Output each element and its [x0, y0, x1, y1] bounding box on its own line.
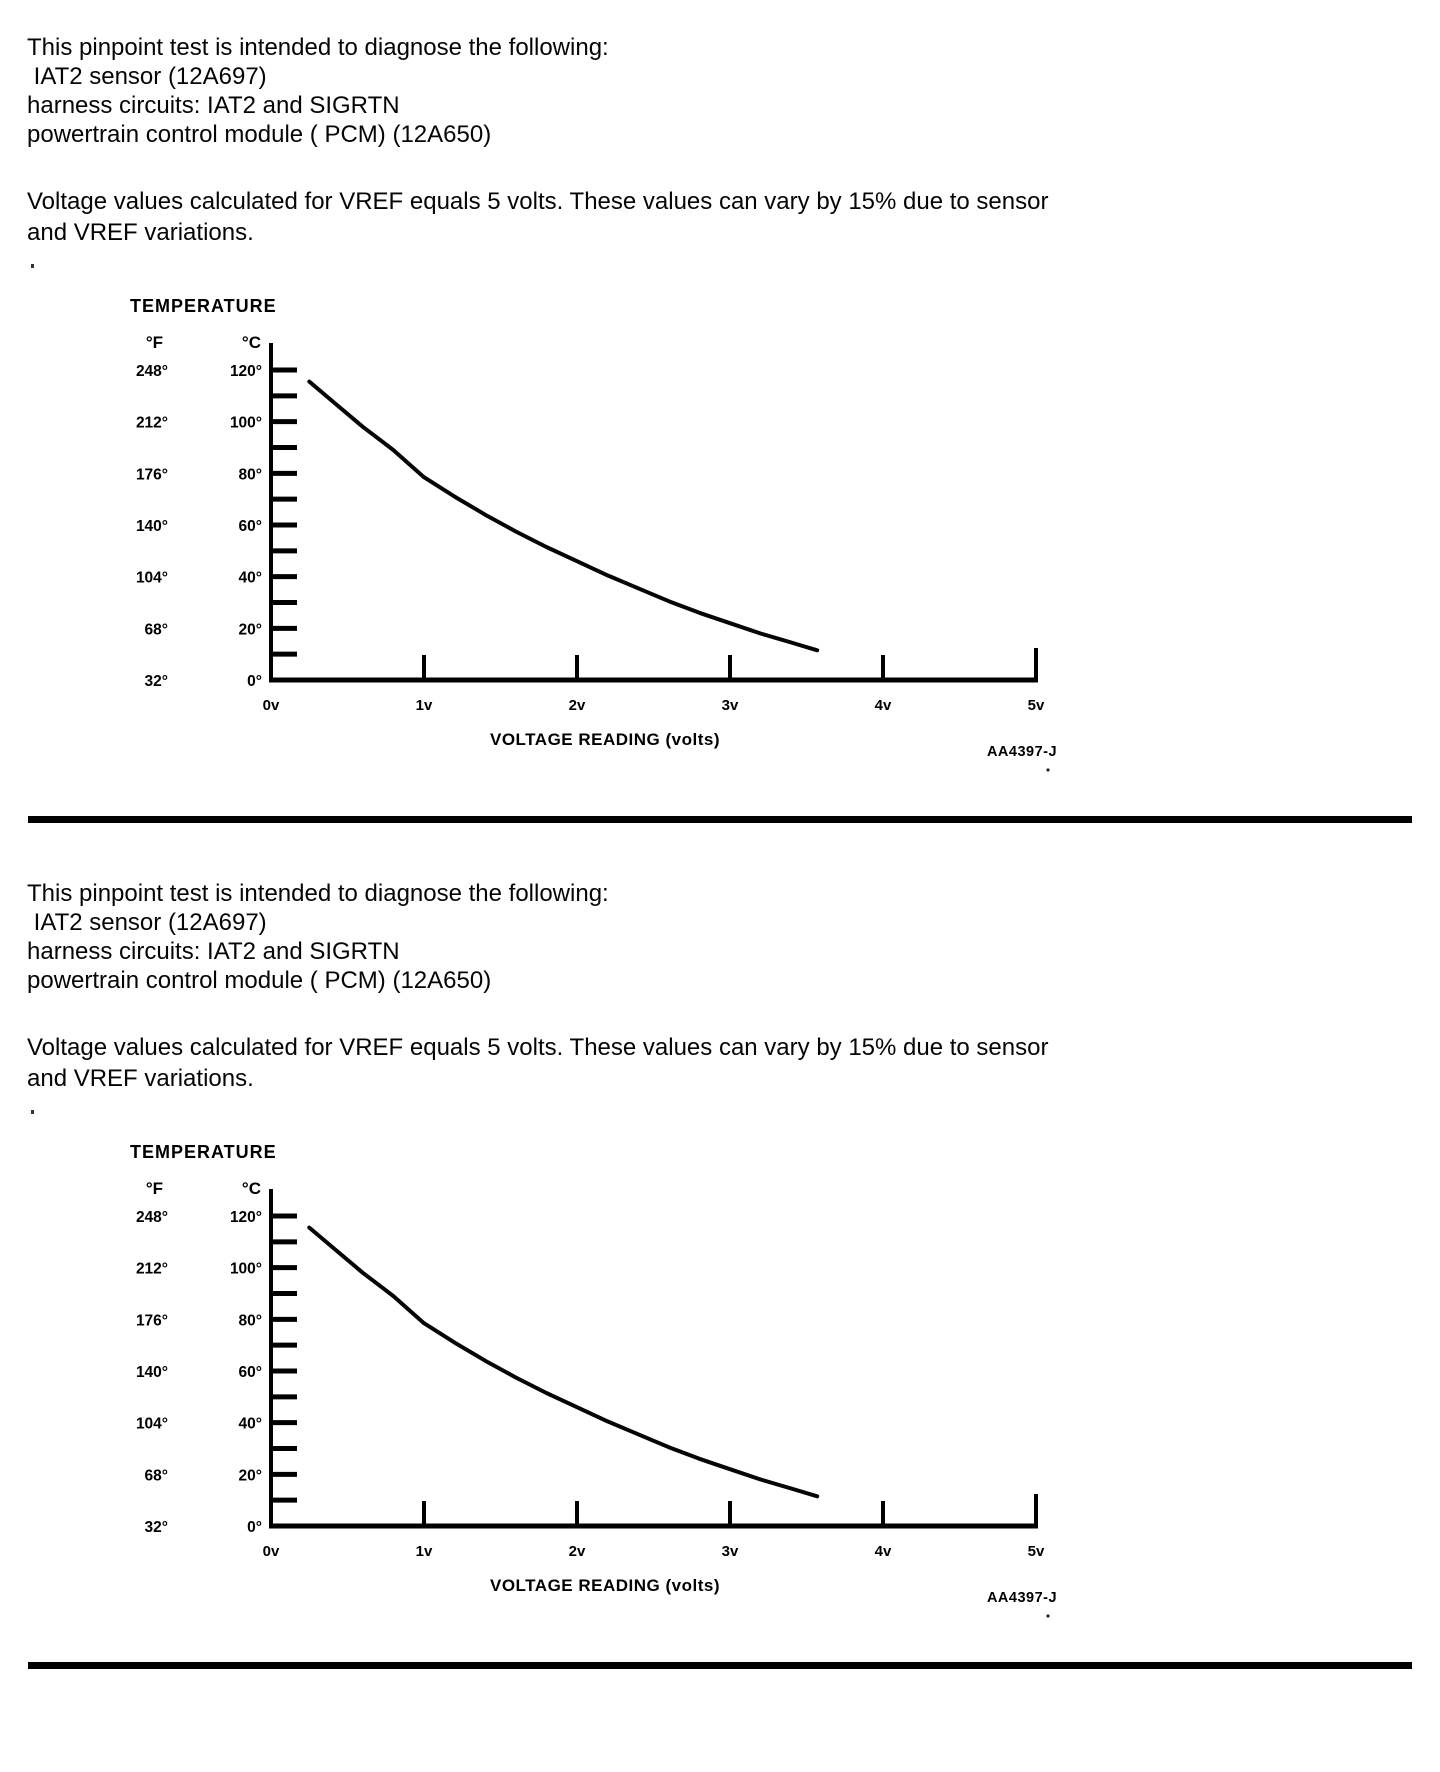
y-tick-label-f: 32°: [145, 1519, 168, 1536]
section-divider: [28, 816, 1412, 823]
y-tick-label-f: 176°: [136, 1312, 168, 1329]
vref-note-paragraph: Voltage values calculated for VREF equal…: [27, 186, 1048, 248]
x-tick-label: 3v: [722, 697, 739, 714]
intro-line: This pinpoint test is intended to diagno…: [27, 880, 609, 907]
y-tick-label-f: 68°: [145, 621, 168, 638]
y-tick-label-f: 104°: [136, 570, 168, 587]
x-tick-label: 5v: [1028, 1543, 1045, 1560]
fahrenheit-unit-label: °F: [146, 333, 163, 352]
x-axis-title: VOLTAGE READING (volts): [490, 1576, 720, 1595]
intro-line: harness circuits: IAT2 and SIGRTN: [27, 938, 400, 965]
intro-line: IAT2 sensor (12A697): [27, 63, 267, 90]
y-tick-label-f: 68°: [145, 1467, 168, 1484]
section-divider: [28, 1662, 1412, 1669]
y-tick-label-c: 20°: [239, 621, 262, 638]
x-tick-label: 2v: [569, 1543, 586, 1560]
x-tick-label: 0v: [263, 697, 280, 714]
scan-speck: [1046, 1614, 1050, 1618]
y-tick-label-f: 212°: [136, 1261, 168, 1278]
y-tick-label-c: 80°: [239, 466, 262, 483]
intro-paragraph: This pinpoint test is intended to diagno…: [27, 879, 609, 995]
y-tick-label-c: 0°: [247, 1519, 262, 1536]
y-tick-label-c: 60°: [239, 1364, 262, 1381]
y-tick-label-c: 40°: [239, 570, 262, 587]
x-tick-label: 5v: [1028, 697, 1045, 714]
x-tick-label: 1v: [416, 1543, 433, 1560]
note-line: and VREF variations.: [27, 219, 254, 246]
celsius-unit-label: °C: [242, 1179, 261, 1198]
intro-line: IAT2 sensor (12A697): [27, 909, 267, 936]
y-tick-label-f: 140°: [136, 518, 168, 535]
x-tick-label: 4v: [875, 697, 892, 714]
y-tick-label-f: 32°: [145, 673, 168, 690]
note-line: and VREF variations.: [27, 1065, 254, 1092]
figure-code: AA4397-J: [987, 744, 1057, 760]
note-line: Voltage values calculated for VREF equal…: [27, 1034, 1049, 1061]
y-tick-label-f: 248°: [136, 363, 168, 380]
y-tick-label-c: 80°: [239, 1312, 262, 1329]
y-tick-label-f: 248°: [136, 1209, 168, 1226]
y-tick-label-c: 120°: [230, 363, 262, 380]
x-tick-label: 0v: [263, 1543, 280, 1560]
temperature-voltage-chart: TEMPERATURE °F °C 248° 120° 212° 100° 176° 80° 14…: [130, 1142, 1057, 1618]
chart-title: TEMPERATURE: [130, 1142, 277, 1162]
intro-line: powertrain control module ( PCM) (12A650…: [27, 967, 492, 994]
intro-line: powertrain control module ( PCM) (12A650…: [27, 121, 492, 148]
intro-line: harness circuits: IAT2 and SIGRTN: [27, 92, 400, 119]
temperature-voltage-chart: TEMPERATURE °F °C 248° 120° 212° 100° 176° 80° 14…: [130, 296, 1057, 772]
fahrenheit-unit-label: °F: [146, 1179, 163, 1198]
x-tick-label: 3v: [722, 1543, 739, 1560]
y-tick-label-f: 212°: [136, 415, 168, 432]
y-tick-label-c: 20°: [239, 1467, 262, 1484]
y-tick-label-c: 60°: [239, 518, 262, 535]
chart-title: TEMPERATURE: [130, 296, 277, 316]
y-tick-label-c: 100°: [230, 1261, 262, 1278]
pinpoint-test-section-2: This pinpoint test is intended to diagno…: [0, 846, 1440, 1691]
temperature-voltage-curve: [307, 1225, 820, 1499]
x-tick-label: 1v: [416, 697, 433, 714]
y-tick-label-c: 100°: [230, 415, 262, 432]
y-tick-label-c: 120°: [230, 1209, 262, 1226]
x-axis-title: VOLTAGE READING (volts): [490, 730, 720, 749]
iat2-temperature-voltage-figure: TEMPERATURE °F °C 248° 120° 212° 100° 176° 80° 14…: [0, 270, 1200, 780]
scan-speck: [31, 264, 34, 268]
pinpoint-test-section-1: This pinpoint test is intended to diagno…: [0, 0, 1440, 845]
x-tick-label: 2v: [569, 697, 586, 714]
temperature-voltage-curve: [307, 379, 820, 653]
iat2-temperature-voltage-figure: TEMPERATURE °F °C 248° 120° 212° 100° 176° 80° 14…: [0, 1116, 1200, 1626]
intro-paragraph: This pinpoint test is intended to diagno…: [27, 33, 609, 149]
vref-note-paragraph: Voltage values calculated for VREF equal…: [27, 1032, 1048, 1094]
scan-speck: [1046, 768, 1050, 772]
figure-code: AA4397-J: [987, 1590, 1057, 1606]
x-tick-label: 4v: [875, 1543, 892, 1560]
y-tick-label-f: 140°: [136, 1364, 168, 1381]
y-tick-label-c: 40°: [239, 1416, 262, 1433]
intro-line: This pinpoint test is intended to diagno…: [27, 34, 609, 61]
y-tick-label-c: 0°: [247, 673, 262, 690]
celsius-unit-label: °C: [242, 333, 261, 352]
y-tick-label-f: 176°: [136, 466, 168, 483]
note-line: Voltage values calculated for VREF equal…: [27, 188, 1049, 215]
scan-speck: [31, 1110, 34, 1114]
y-tick-label-f: 104°: [136, 1416, 168, 1433]
